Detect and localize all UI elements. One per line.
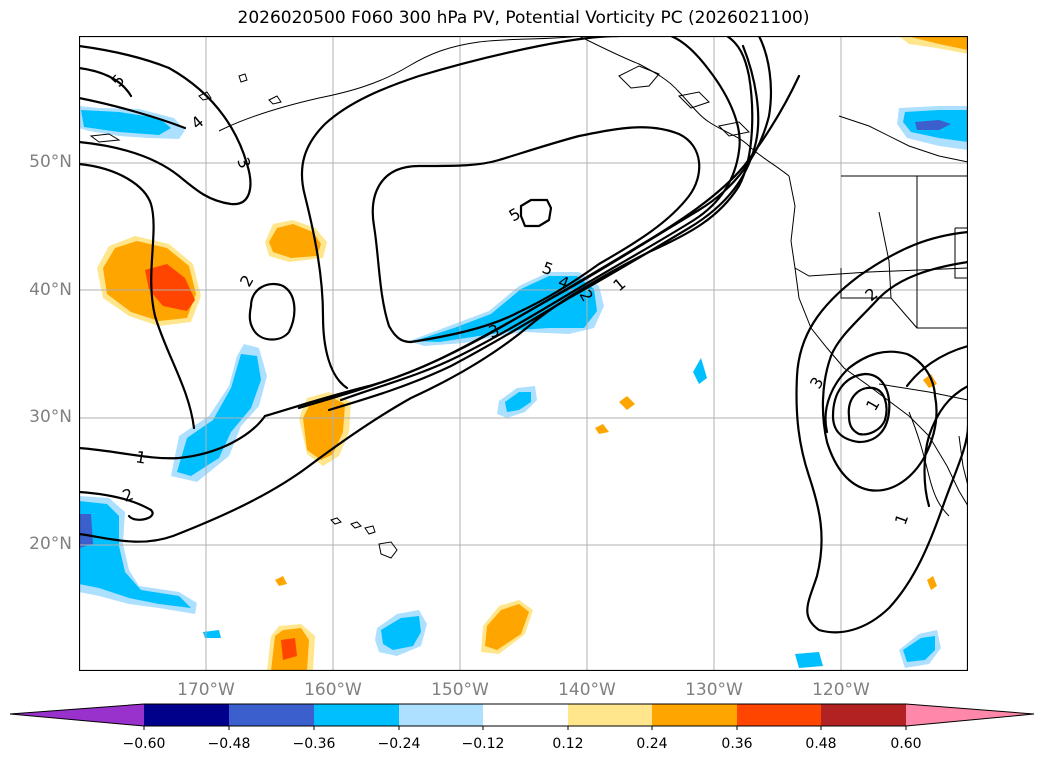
pv-contours xyxy=(79,36,968,634)
lat-label: 40°N xyxy=(29,280,72,300)
map-panel: 5 4 3 2 1 2 5 5 4 3 2 1 2 3 1 1 xyxy=(79,36,968,671)
contour-1-east-outer xyxy=(795,230,968,634)
colorbar-under xyxy=(10,704,144,726)
contour-3-nw-b xyxy=(79,44,171,70)
lon-label: 140°W xyxy=(558,680,616,700)
contour-4-jet xyxy=(339,36,741,402)
contour-2-loop xyxy=(248,282,296,341)
contour-1-west xyxy=(79,414,267,460)
colorbar-tick-label: 0.60 xyxy=(890,736,922,752)
colorbar-tick-label: −0.12 xyxy=(461,736,505,752)
contour-east-right2 xyxy=(905,344,968,388)
colorbar-tick-label: 0.36 xyxy=(721,736,753,752)
contour-1-south xyxy=(79,490,154,521)
positive-anomaly-fills xyxy=(97,36,968,671)
contour-ring-inner xyxy=(847,386,888,436)
contour-5-ring xyxy=(519,198,553,228)
contour-2-jet xyxy=(297,36,773,410)
contour-east-right xyxy=(923,384,968,508)
contour-2-south xyxy=(79,36,754,543)
colorbar-over xyxy=(906,704,1034,726)
colorbar-swatch xyxy=(821,704,906,726)
lat-label: 20°N xyxy=(29,534,72,554)
lon-label: 130°W xyxy=(685,680,743,700)
colorbar-swatch xyxy=(229,704,314,726)
contour-4-nw xyxy=(79,96,187,130)
colorbar-swatch xyxy=(652,704,737,726)
contour-5-nw xyxy=(79,66,133,98)
colorbar-swatch xyxy=(737,704,821,726)
contour-1-east-inner xyxy=(831,372,891,444)
colorbar-tick-label: −0.36 xyxy=(292,736,336,752)
colorbar-tick-label: −0.60 xyxy=(122,736,166,752)
map-title: 2026020500 F060 300 hPa PV, Potential Vo… xyxy=(237,8,810,28)
colorbar-swatch xyxy=(314,704,399,726)
colorbar-tick-label: 0.24 xyxy=(636,736,668,752)
contour-3-nw xyxy=(79,66,252,206)
colorbar-tick-label: 0.12 xyxy=(552,736,584,752)
gridlines xyxy=(79,36,968,671)
colorbar-tick-label: 0.48 xyxy=(805,736,837,752)
contour-2-sub xyxy=(79,162,196,430)
colorbar-swatch xyxy=(483,704,568,726)
contour-label: 1 xyxy=(134,447,147,467)
lon-label: 120°W xyxy=(812,680,870,700)
lon-label: 160°W xyxy=(304,680,362,700)
colorbar-tick-label: −0.48 xyxy=(207,736,251,752)
lat-label: 50°N xyxy=(29,152,72,172)
contour-3-jet xyxy=(327,44,760,412)
colorbar xyxy=(9,702,1036,734)
colorbar-tick-label: −0.24 xyxy=(377,736,421,752)
lon-label: 170°W xyxy=(177,680,235,700)
lon-label: 150°W xyxy=(431,680,489,700)
contour-5-outer xyxy=(300,36,621,390)
lat-label: 30°N xyxy=(29,407,72,427)
colorbar-swatch xyxy=(144,704,229,726)
colorbar-swatch xyxy=(399,704,483,726)
negative-anomaly-fills xyxy=(79,106,968,668)
colorbar-swatch xyxy=(568,704,652,726)
contour-5-jet xyxy=(371,126,701,344)
